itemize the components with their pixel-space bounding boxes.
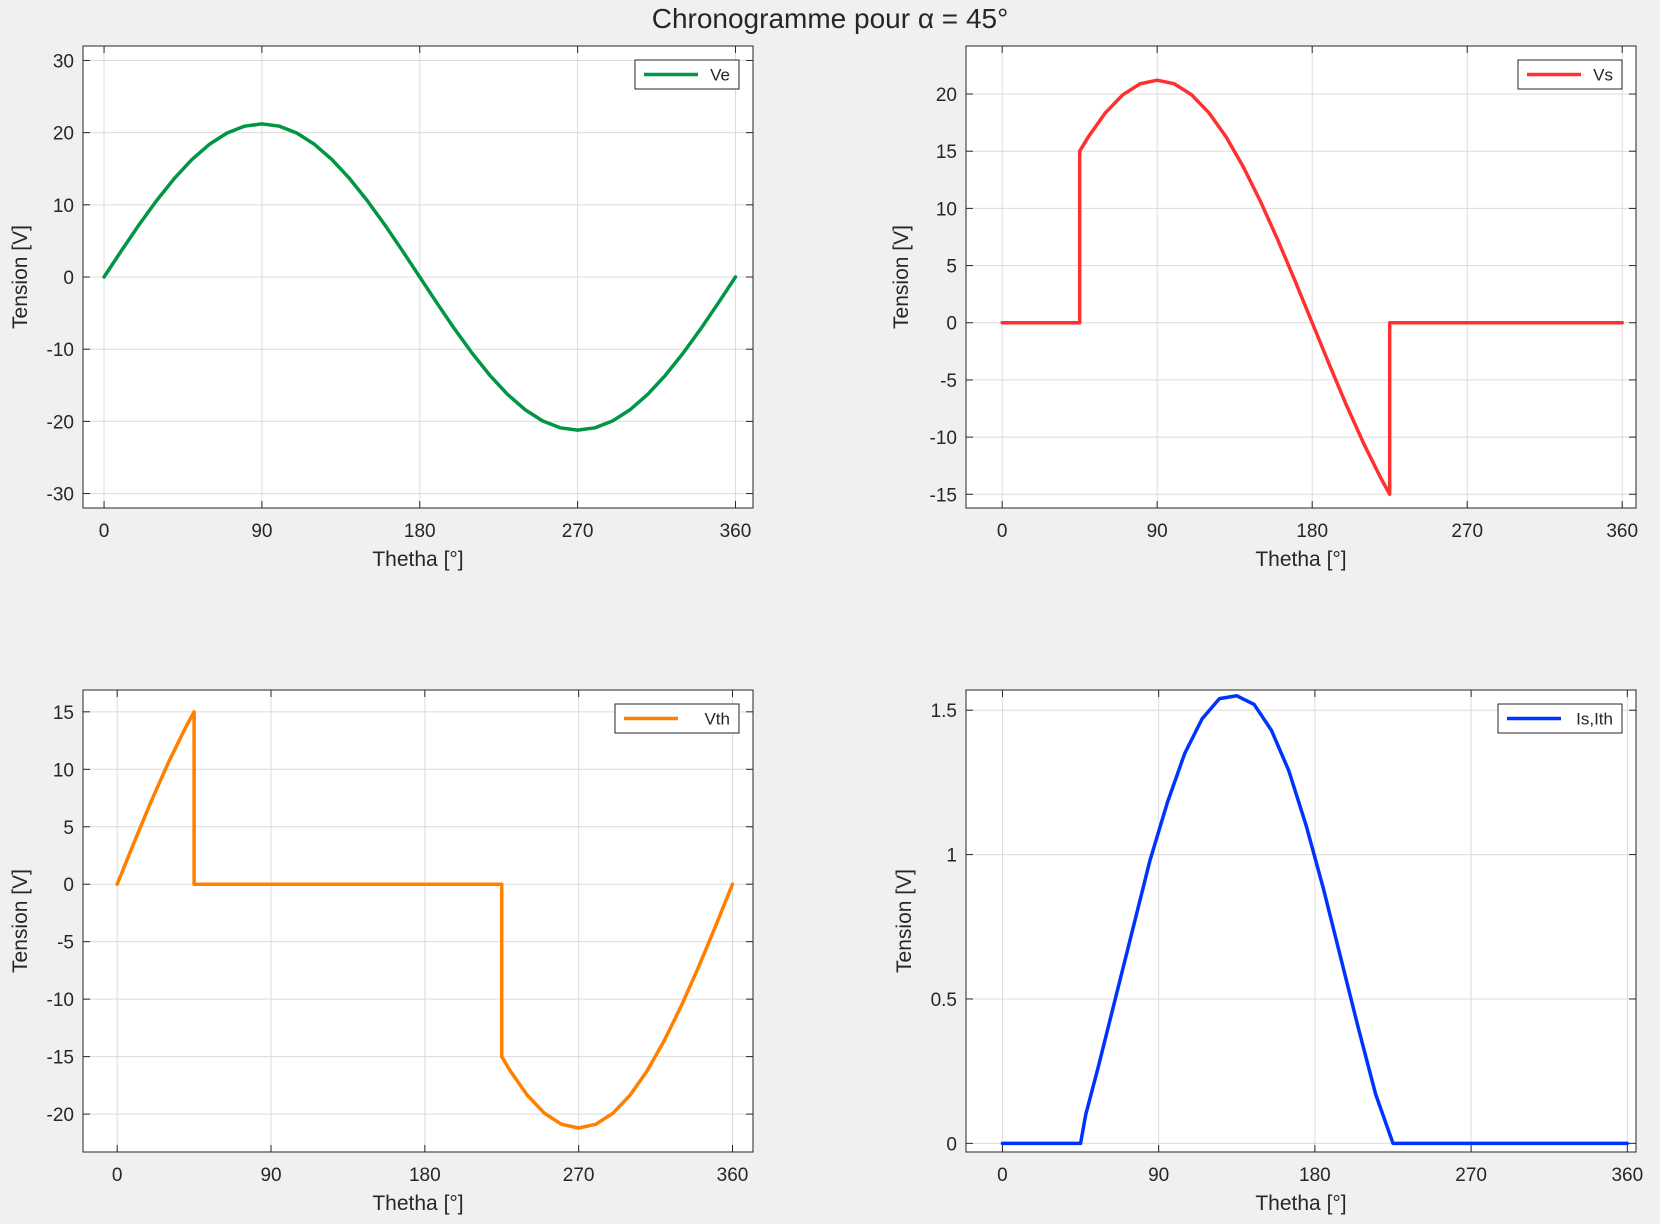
chart3-plot-area: [83, 690, 753, 1152]
chart2-ytick-label: -5: [940, 371, 957, 392]
chart4-xtick-label: 180: [1299, 1165, 1331, 1186]
chart3-ytick-label: 0: [63, 875, 74, 896]
chart2-ytick-label: 15: [936, 142, 957, 163]
chart3-xtick-label: 180: [409, 1165, 441, 1186]
series-ve-line: [102, 122, 738, 432]
series-vs-line: [1000, 78, 1624, 497]
series-is-ith-line: [1000, 694, 1630, 1146]
chart4-ytick-label: 1.5: [931, 701, 957, 722]
figure-title: Chronogramme pour α = 45°: [652, 3, 1009, 34]
chart2-xtick-label: 360: [1606, 521, 1638, 542]
chart3-xtick-label: 0: [112, 1165, 123, 1186]
chart4-xtick-label: 0: [997, 1165, 1008, 1186]
chart4-xlabel: Thetha [°]: [1255, 1192, 1346, 1215]
chart2-ytick-label: 5: [946, 257, 957, 278]
chart2-xtick-label: 270: [1451, 521, 1483, 542]
chart3-xlabel: Thetha [°]: [372, 1192, 463, 1215]
chart1-ytick-label: 0: [63, 268, 74, 289]
chart1-ytick-label: 20: [53, 124, 74, 145]
chart2-ylabel: Tension [V]: [890, 225, 913, 329]
chart3-axes-box: [82, 689, 754, 1153]
chart1-xtick-label: 270: [562, 521, 594, 542]
chart3-ytick-label: -15: [47, 1048, 74, 1069]
chart3-ylabel: Tension [V]: [9, 869, 32, 973]
legend-label-vs: Vs: [1593, 66, 1613, 85]
chart3-ytick-label: 5: [63, 818, 74, 839]
chart4-xtick-label: 360: [1611, 1165, 1643, 1186]
legend-label-vth: Vth: [704, 710, 730, 729]
chart2-legend[interactable]: Vs: [1517, 59, 1623, 90]
legend-label-ve: Ve: [710, 66, 730, 85]
chart1-xtick-label: 0: [99, 521, 110, 542]
series-vth-line: [115, 710, 735, 1130]
chart1-xtick-label: 360: [720, 521, 752, 542]
chart4-ytick-label: 0: [946, 1134, 957, 1155]
chart2-xtick-label: 90: [1147, 521, 1168, 542]
chart4-ytick-label: 1: [946, 846, 957, 867]
chart2-xlabel: Thetha [°]: [1255, 548, 1346, 571]
chart1-legend[interactable]: Ve: [634, 59, 740, 90]
chart4-axes-box: [965, 689, 1637, 1153]
chart2-xtick-label: 180: [1296, 521, 1328, 542]
chart2-xtick-label: 0: [997, 521, 1008, 542]
chart2-ytick-label: 10: [936, 199, 957, 220]
chart1-xtick-label: 180: [404, 521, 436, 542]
chart2-ytick-label: -15: [930, 485, 957, 506]
chart3-ytick-label: -20: [47, 1105, 74, 1126]
chart2-plot-area: [966, 46, 1636, 508]
chart4-plot-area: [966, 690, 1636, 1152]
chart4-ytick-label: 0.5: [931, 990, 957, 1011]
chart3-xtick-label: 270: [563, 1165, 595, 1186]
chart3-xtick-label: 90: [260, 1165, 281, 1186]
chart-is-ith: 0 90 180 270 360 0 0.5 1 1.5 Thetha [°] Tension [V…: [893, 689, 1643, 1215]
chart1-ytick-label: -10: [47, 340, 74, 361]
chart1-xtick-label: 90: [251, 521, 272, 542]
chart3-xtick-label: 360: [717, 1165, 749, 1186]
chart1-ytick-label: -20: [47, 412, 74, 433]
chart-ve: 0 90 180 270 360 -30 -20 -10 0 10 20 30 Thetha [°] Te…: [9, 45, 754, 571]
chart3-ytick-label: 10: [53, 760, 74, 781]
chart4-legend[interactable]: Is,Ith: [1497, 703, 1623, 734]
chart2-ytick-label: 0: [946, 314, 957, 335]
chart1-ytick-label: -30: [47, 485, 74, 506]
chart3-ytick-label: 15: [53, 703, 74, 724]
chart2-axes-box: [965, 45, 1637, 509]
chart3-ytick-label: -10: [47, 990, 74, 1011]
chart3-ytick-label: -5: [57, 933, 74, 954]
chart3-legend[interactable]: Vth: [614, 703, 740, 734]
chart4-xtick-label: 90: [1148, 1165, 1169, 1186]
legend-label-is-ith: Is,Ith: [1576, 710, 1613, 729]
chart1-ytick-label: 30: [53, 51, 74, 72]
chart-vth: 0 90 180 270 360 -20 -15 -10 -5 0 5 10 15 Thetha [°] T…: [9, 689, 754, 1215]
chart1-xlabel: Thetha [°]: [372, 548, 463, 571]
chart4-ylabel: Tension [V]: [893, 869, 916, 973]
chart1-ylabel: Tension [V]: [9, 225, 32, 329]
chart2-ytick-label: -10: [930, 428, 957, 449]
chart-vs: 0 90 180 270 360 -15 -10 -5 0 5 10 15 20 Thetha [°] Te…: [890, 45, 1638, 571]
chart4-xtick-label: 270: [1455, 1165, 1487, 1186]
chart1-ytick-label: 10: [53, 196, 74, 217]
chart2-ytick-label: 20: [936, 85, 957, 106]
